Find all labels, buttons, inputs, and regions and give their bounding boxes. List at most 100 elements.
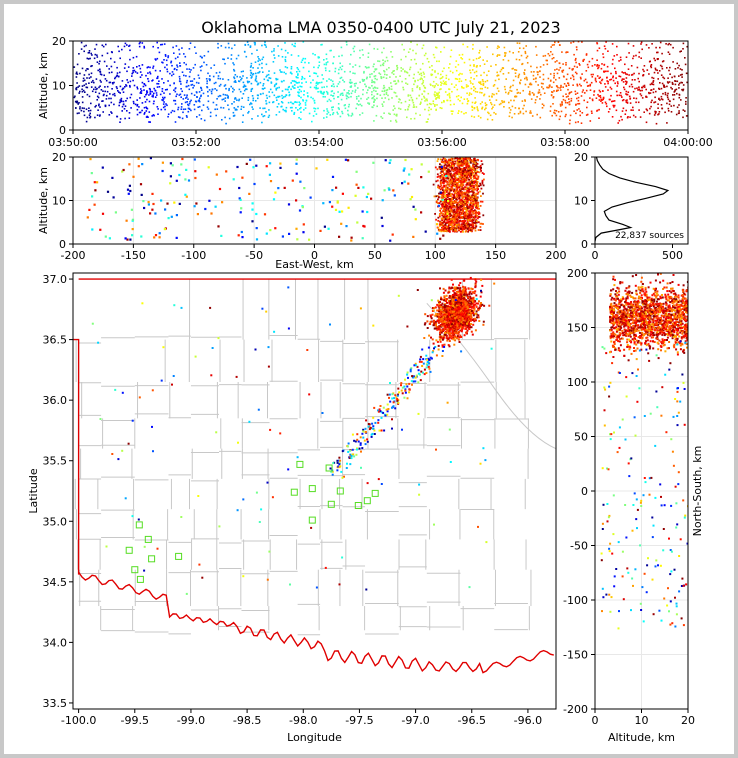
source-point <box>671 81 674 84</box>
source-point <box>473 157 476 160</box>
source-point <box>110 111 112 113</box>
source-point <box>448 169 450 171</box>
source-point <box>369 76 371 78</box>
source-point <box>466 92 468 95</box>
source-point <box>296 67 299 69</box>
source-point <box>470 227 473 230</box>
source-point <box>451 165 454 167</box>
source-point <box>462 230 464 233</box>
source-point <box>444 191 447 194</box>
source-point <box>232 90 234 93</box>
source-point <box>322 95 325 98</box>
source-point <box>452 161 454 164</box>
source-point <box>464 226 467 229</box>
source-point <box>88 82 90 84</box>
source-point <box>625 101 628 103</box>
source-point <box>586 81 588 84</box>
source-point <box>417 71 420 74</box>
source-point <box>460 187 463 190</box>
source-point <box>312 79 314 81</box>
source-point <box>604 86 607 88</box>
source-point <box>174 57 177 60</box>
source-point <box>457 112 459 114</box>
source-point <box>530 65 532 68</box>
source-point <box>189 71 191 73</box>
source-point <box>616 81 619 83</box>
source-point <box>404 158 407 162</box>
y-axis-label: Altitude, km <box>37 167 50 234</box>
source-point <box>460 211 463 214</box>
source-point <box>99 71 102 73</box>
source-point <box>461 58 464 60</box>
source-point <box>461 201 464 204</box>
source-point <box>480 222 483 225</box>
source-point <box>88 114 91 116</box>
source-point <box>171 64 173 67</box>
source-point <box>222 98 225 100</box>
source-point <box>181 103 183 105</box>
source-point <box>381 199 384 202</box>
source-point <box>440 181 443 184</box>
source-point <box>291 80 294 82</box>
source-point <box>100 89 103 91</box>
source-point <box>522 112 525 115</box>
source-point <box>591 99 594 102</box>
source-point <box>415 112 417 115</box>
source-point <box>416 43 418 46</box>
source-point <box>152 65 155 68</box>
source-point <box>75 72 78 75</box>
source-point <box>188 102 191 105</box>
source-point <box>194 170 197 173</box>
source-point <box>570 77 572 80</box>
source-point <box>327 111 330 114</box>
source-point <box>269 229 272 232</box>
source-point <box>111 88 113 90</box>
source-point <box>570 91 573 93</box>
source-point <box>419 88 421 91</box>
source-point <box>255 75 258 77</box>
source-point <box>181 71 184 73</box>
source-point <box>446 195 449 198</box>
source-point <box>219 94 221 97</box>
source-point <box>144 101 147 103</box>
source-point <box>143 113 146 115</box>
source-point <box>557 86 559 89</box>
source-point <box>435 201 438 203</box>
source-point <box>240 230 243 234</box>
source-point <box>573 110 575 112</box>
source-point <box>421 93 423 95</box>
source-point <box>470 174 473 176</box>
source-point <box>325 53 328 56</box>
source-point <box>439 181 442 184</box>
source-point <box>474 102 476 104</box>
source-point <box>470 176 473 178</box>
source-point <box>594 77 597 80</box>
source-point <box>350 86 352 88</box>
source-point <box>601 78 604 81</box>
source-point <box>616 54 618 56</box>
source-point <box>428 106 430 109</box>
source-point <box>656 51 658 54</box>
source-point <box>441 223 444 226</box>
source-point <box>452 206 455 209</box>
source-point <box>313 72 315 74</box>
source-point <box>184 101 187 104</box>
source-point <box>464 194 467 197</box>
source-point <box>176 93 178 96</box>
source-point <box>285 94 288 96</box>
source-point <box>456 190 459 192</box>
source-point <box>575 104 577 106</box>
source-point <box>287 88 289 91</box>
source-point <box>375 90 377 92</box>
source-point <box>475 213 477 216</box>
source-point <box>468 216 470 218</box>
source-point <box>459 190 462 192</box>
source-point <box>407 106 410 108</box>
source-point <box>469 186 472 189</box>
source-point <box>228 46 230 49</box>
source-point <box>291 43 294 46</box>
source-point <box>293 45 295 47</box>
source-point <box>238 98 241 101</box>
source-point <box>99 60 101 63</box>
source-point <box>249 66 252 68</box>
